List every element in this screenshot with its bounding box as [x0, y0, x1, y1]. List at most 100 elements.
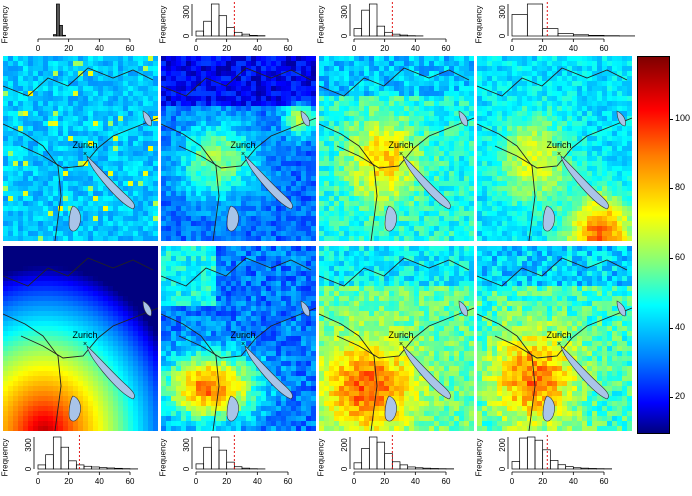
raster-cell: [296, 211, 301, 216]
raster-cell: [577, 196, 582, 201]
raster-cell: [143, 236, 148, 241]
raster-cell: [196, 206, 201, 211]
raster-cell: [597, 211, 602, 216]
raster-cell: [291, 86, 296, 91]
raster-cell: [567, 156, 572, 161]
raster-cell: [226, 181, 231, 186]
raster-cell: [364, 191, 369, 196]
raster-cell: [424, 71, 429, 76]
raster-cell: [171, 211, 176, 216]
raster-cell: [602, 171, 607, 176]
raster-cell: [507, 211, 512, 216]
raster-cell: [587, 56, 592, 61]
raster-cell: [246, 206, 251, 211]
raster-cell: [459, 81, 464, 86]
raster-cell: [311, 176, 316, 181]
raster-cell: [133, 141, 138, 146]
raster-cell: [13, 136, 18, 141]
raster-cell: [181, 151, 186, 156]
raster-cell: [379, 206, 384, 211]
raster-cell: [93, 76, 98, 81]
raster-cell: [497, 66, 502, 71]
raster-cell: [138, 96, 143, 101]
raster-cell: [216, 91, 221, 96]
raster-cell: [306, 101, 311, 106]
raster-cell: [424, 141, 429, 146]
raster-cell: [58, 121, 63, 126]
raster-cell: [133, 161, 138, 166]
raster-cell: [349, 191, 354, 196]
raster-cell: [319, 146, 324, 151]
raster-cell: [216, 146, 221, 151]
raster-cell: [497, 61, 502, 66]
raster-cell: [8, 261, 13, 266]
raster-cell: [602, 96, 607, 101]
raster-cell: [439, 146, 444, 151]
raster-cell: [324, 231, 329, 236]
raster-cell: [597, 146, 602, 151]
raster-cell: [482, 121, 487, 126]
raster-cell: [349, 171, 354, 176]
raster-cell: [492, 236, 497, 241]
raster-cell: [251, 76, 256, 81]
raster-cell: [301, 61, 306, 66]
raster-cell: [83, 111, 88, 116]
raster-cell: [191, 116, 196, 121]
raster-cell: [108, 81, 113, 86]
raster-cell: [296, 206, 301, 211]
raster-cell: [582, 211, 587, 216]
raster-cell: [68, 126, 73, 131]
raster-cell: [191, 76, 196, 81]
raster-cell: [281, 221, 286, 226]
raster-cell: [171, 156, 176, 161]
raster-cell: [306, 71, 311, 76]
raster-cell: [43, 236, 48, 241]
raster-cell: [13, 236, 18, 241]
raster-cell: [394, 86, 399, 91]
raster-cell: [329, 71, 334, 76]
raster-cell: [487, 101, 492, 106]
raster-cell: [83, 61, 88, 66]
raster-cell: [319, 226, 324, 231]
raster-cell: [63, 186, 68, 191]
raster-cell: [296, 236, 301, 241]
hist-bar: [211, 4, 219, 36]
raster-cell: [542, 91, 547, 96]
raster-cell: [231, 66, 236, 71]
raster-cell: [552, 101, 557, 106]
raster-cell: [306, 131, 311, 136]
raster-cell: [602, 131, 607, 136]
raster-cell: [537, 71, 542, 76]
raster-cell: [547, 151, 552, 156]
y-tick-label: 300: [340, 5, 349, 19]
raster-cell: [8, 236, 13, 241]
raster-cell: [507, 226, 512, 231]
raster-cell: [612, 161, 617, 166]
raster-cell: [43, 176, 48, 181]
raster-cell: [439, 61, 444, 66]
raster-cell: [58, 106, 63, 111]
raster-cell: [359, 211, 364, 216]
raster-cell: [339, 81, 344, 86]
raster-cell: [339, 196, 344, 201]
raster-cell: [63, 171, 68, 176]
raster-cell: [166, 206, 171, 211]
raster-cell: [394, 111, 399, 116]
raster-cell: [512, 211, 517, 216]
raster-cell: [301, 131, 306, 136]
raster-cell: [497, 161, 502, 166]
raster-cell: [153, 281, 158, 286]
raster-cell: [211, 216, 216, 221]
raster-cell: [261, 146, 266, 151]
raster-cell: [492, 226, 497, 231]
raster-cell: [236, 111, 241, 116]
raster-cell: [206, 166, 211, 171]
raster-cell: [171, 111, 176, 116]
raster-cell: [587, 91, 592, 96]
raster-cell: [128, 281, 133, 286]
raster-cell: [73, 201, 78, 206]
raster-cell: [63, 141, 68, 146]
raster-cell: [256, 161, 261, 166]
raster-cell: [572, 56, 577, 61]
